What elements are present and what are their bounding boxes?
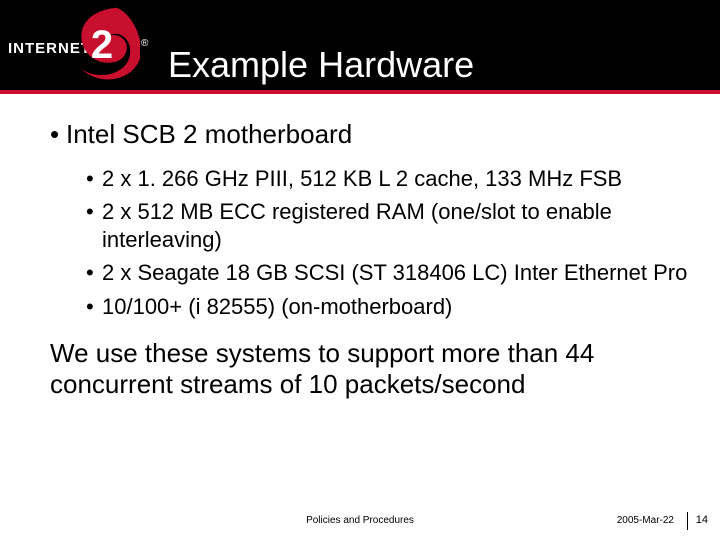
footer-date: 2005-Mar-22 xyxy=(617,515,674,526)
page-number: 14 xyxy=(696,514,708,526)
closing-paragraph: We use these systems to support more tha… xyxy=(50,338,690,400)
footer-separator xyxy=(687,512,688,530)
logo-swirl-icon: 2 xyxy=(68,2,140,94)
internet2-logo: INTERNET ® 2 xyxy=(8,6,148,94)
slide: INTERNET ® 2 Example Hardware Intel SCB … xyxy=(0,0,720,540)
svg-text:2: 2 xyxy=(91,23,113,67)
bullet-level2: 2 x 1. 266 GHz PIII, 512 KB L 2 cache, 1… xyxy=(86,165,690,193)
registered-icon: ® xyxy=(141,38,148,49)
slide-body: Intel SCB 2 motherboard 2 x 1. 266 GHz P… xyxy=(50,118,690,400)
footer-center-text: Policies and Procedures xyxy=(0,515,720,526)
bullet-level1: Intel SCB 2 motherboard xyxy=(50,118,690,151)
bullet-level2: 2 x 512 MB ECC registered RAM (one/slot … xyxy=(86,198,690,253)
bullet-level2: 2 x Seagate 18 GB SCSI (ST 318406 LC) In… xyxy=(86,259,690,287)
bullet-level2: 10/100+ (i 82555) (on-motherboard) xyxy=(86,293,690,321)
slide-title: Example Hardware xyxy=(168,44,474,86)
